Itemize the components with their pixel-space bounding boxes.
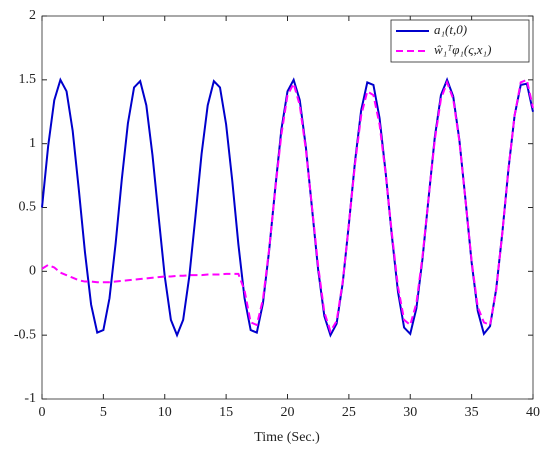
x-tick-label: 25 [342,405,356,420]
y-tick-label: -0.5 [14,327,36,342]
y-tick-label: 2 [29,8,36,23]
y-tick-label: 1 [29,136,36,151]
x-axis-label: Time (Sec.) [254,430,320,445]
legend: a₁(t,0) ŵ₁ᵀφ₁(ς,x₁) [390,19,530,63]
x-tick-label: 5 [100,405,107,420]
series-line [41,78,534,334]
y-tick-label: -1 [24,391,36,406]
x-tick-label: 10 [158,405,172,420]
plot-area [41,15,534,400]
y-tick-label: 1.5 [19,72,37,87]
x-tick-label: 0 [39,405,46,420]
y-tick-label: 0.5 [19,200,37,215]
y-tick-label: 0 [29,264,36,279]
legend-text: ŵ₁ᵀφ₁(ς,x₁) [434,42,491,57]
legend-text: a₁(t,0) [434,22,467,37]
x-tick-label: 20 [281,405,295,420]
x-tick-label: 30 [403,405,417,420]
x-tick-label: 40 [526,405,540,420]
legend-box [390,19,530,63]
x-tick-label: 35 [465,405,479,420]
x-tick-label: 15 [219,405,233,420]
